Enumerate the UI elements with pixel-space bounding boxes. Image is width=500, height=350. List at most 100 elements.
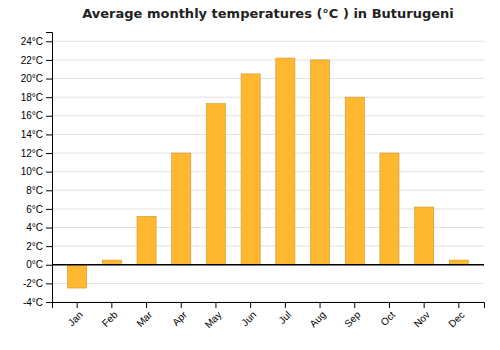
x-tick: Oct	[378, 302, 397, 328]
x-tick-label: Feb	[100, 309, 120, 329]
x-axis-line	[53, 303, 485, 309]
x-tick-mark	[320, 302, 321, 308]
y-tick-label: 4°C	[26, 222, 43, 233]
bar	[68, 265, 87, 288]
y-tick: 16°C	[21, 110, 52, 121]
grid-line	[52, 153, 484, 154]
x-tick: Nov	[412, 302, 432, 329]
grid-line	[52, 264, 484, 265]
bar	[380, 153, 399, 265]
x-tick-label: May	[203, 309, 224, 330]
x-tick-label: Jun	[239, 309, 258, 328]
x-tick-label: Dec	[446, 309, 466, 329]
chart-svg: -4°C -2°C 0°C 2°C 4°C 6°C 8°C 10°C 12°C 14°C 16°C 1…	[0, 0, 500, 350]
x-tick-label: Jul	[276, 309, 293, 326]
x-tick-mark	[285, 302, 286, 308]
y-tick-label: 24°C	[21, 36, 43, 47]
x-tick-mark	[389, 302, 390, 308]
x-tick-mark	[458, 302, 459, 308]
y-tick: 10°C	[21, 166, 52, 177]
grid-line	[52, 41, 484, 42]
x-tick: Sep	[342, 302, 363, 329]
y-tick-label: 16°C	[21, 110, 43, 121]
title: Average monthly temperatures (°C ) in Bu…	[82, 6, 454, 21]
y-tick-label: 14°C	[21, 129, 43, 140]
y-tick: 24°C	[21, 36, 52, 47]
x-tick-mark	[77, 302, 78, 308]
y-tick-mark	[46, 246, 52, 247]
y-tick: 0°C	[26, 259, 52, 270]
grid-line	[52, 134, 484, 135]
y-tick-label: 8°C	[26, 185, 43, 196]
grid-line	[52, 171, 484, 172]
y-tick: 8°C	[26, 185, 52, 196]
x-tick: Mar	[134, 302, 154, 329]
y-axis-line	[46, 33, 53, 303]
bar	[276, 58, 295, 265]
y-tick: 4°C	[26, 222, 52, 233]
y-tick-mark	[46, 265, 52, 266]
y-tick-mark	[46, 153, 52, 154]
y-tick-label: 10°C	[21, 166, 43, 177]
x-tick-label: Aug	[307, 309, 327, 329]
grid-line	[52, 115, 484, 116]
x-tick: Jun	[239, 302, 258, 328]
y-tick: 12°C	[21, 148, 52, 159]
bar	[137, 216, 156, 264]
bar	[311, 60, 330, 265]
x-tick-mark	[146, 302, 147, 308]
x-tick-label: Nov	[412, 309, 432, 329]
x-tick-mark	[111, 302, 112, 308]
x-tick: Feb	[100, 302, 120, 329]
zero-line	[52, 264, 484, 266]
y-tick: 20°C	[21, 73, 52, 84]
x-tick: Apr	[170, 302, 189, 328]
x-tick-mark	[181, 302, 182, 308]
y-tick-label: -2°C	[23, 278, 43, 289]
grid	[52, 41, 484, 302]
x-tick-label: Jan	[66, 309, 85, 328]
bar	[241, 74, 260, 265]
bar	[415, 207, 434, 265]
grid-line	[52, 283, 484, 284]
y-tick-mark	[46, 134, 52, 135]
y-tick: -2°C	[23, 278, 52, 289]
y-tick-label: 0°C	[26, 259, 43, 270]
y-tick: 6°C	[26, 204, 52, 215]
x-tick-mark	[250, 302, 251, 308]
y-axis: -4°C -2°C 0°C 2°C 4°C 6°C 8°C 10°C 12°C 14°C 16°C 1…	[21, 33, 53, 308]
grid-line	[52, 97, 484, 98]
y-tick-label: 12°C	[21, 148, 43, 159]
y-tick-mark	[46, 60, 52, 61]
y-tick-mark	[46, 209, 52, 210]
y-tick-mark	[46, 172, 52, 173]
y-tick-mark	[46, 41, 52, 42]
x-tick-label: Sep	[342, 309, 363, 330]
y-tick-label: 22°C	[21, 55, 43, 66]
x-tick-mark	[424, 302, 425, 308]
y-tick: 14°C	[21, 129, 52, 140]
x-tick: Aug	[307, 302, 327, 329]
x-tick-label: Apr	[170, 309, 189, 328]
bar	[206, 104, 225, 265]
y-tick-mark	[46, 116, 52, 117]
x-tick-mark	[215, 302, 216, 308]
y-tick: 18°C	[21, 92, 52, 103]
bar	[345, 97, 364, 265]
bar	[172, 153, 191, 265]
grid-line	[52, 59, 484, 60]
x-tick-label: Oct	[378, 309, 397, 328]
y-tick-mark	[46, 228, 52, 229]
y-tick-label: -4°C	[23, 297, 43, 308]
y-tick-mark	[46, 190, 52, 191]
y-tick-label: 18°C	[21, 92, 43, 103]
bars	[68, 58, 469, 288]
x-tick-mark	[354, 302, 355, 308]
y-tick: 2°C	[26, 241, 52, 252]
grid-line	[52, 78, 484, 79]
y-tick-label: 2°C	[26, 241, 43, 252]
y-tick-mark	[46, 283, 52, 284]
y-tick-mark	[46, 79, 52, 80]
x-axis: Jan Feb Mar Apr May Jun Jul Aug Sep Oct Nov Dec	[53, 302, 485, 330]
chart-container: -4°C -2°C 0°C 2°C 4°C 6°C 8°C 10°C 12°C 14°C 16°C 1…	[0, 0, 500, 350]
